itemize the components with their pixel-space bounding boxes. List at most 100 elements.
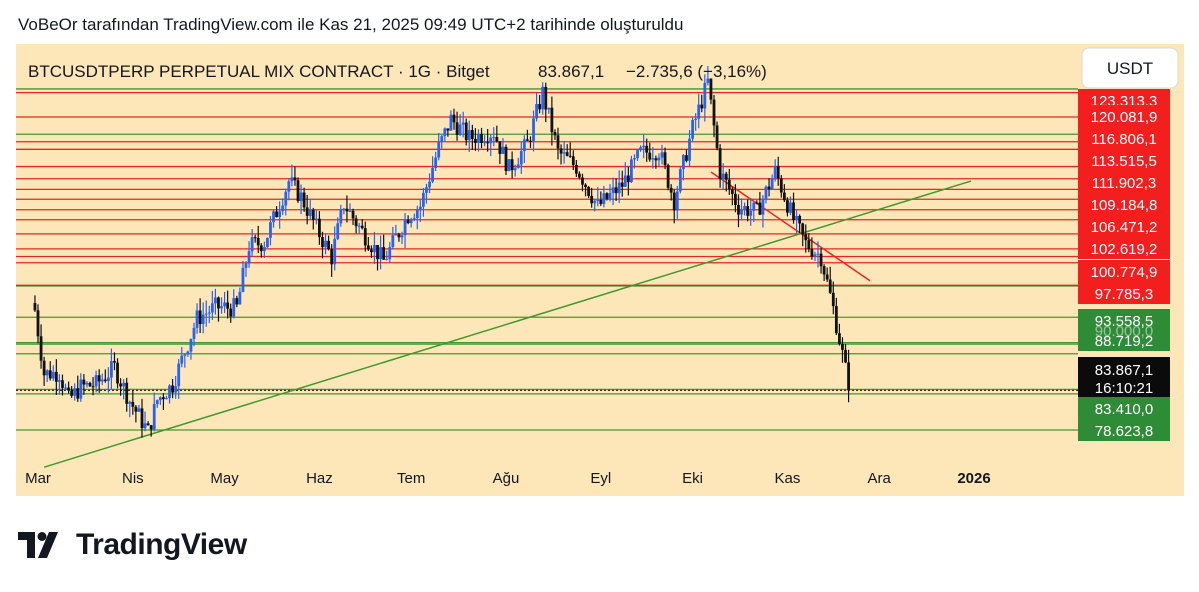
- candle-body: [749, 210, 753, 216]
- tradingview-wordmark: TradingView: [76, 528, 247, 561]
- candle-body: [630, 159, 633, 183]
- red-level-label: 116.806,1: [1091, 131, 1157, 148]
- candle-body: [177, 363, 181, 387]
- candle-body: [186, 351, 190, 355]
- candle-body: [651, 158, 655, 160]
- candles: [33, 66, 850, 438]
- candle-body: [792, 202, 795, 221]
- green-level-label-bg: [1078, 309, 1170, 331]
- candle-body: [697, 104, 701, 119]
- candle-body: [712, 99, 716, 126]
- candle-body: [64, 387, 67, 389]
- price-scale: 123.313,3120.081,9116.806,1113.515,5111.…: [1078, 89, 1170, 441]
- candle-body: [171, 385, 174, 393]
- time-axis: Mar Nis May Haz Tem Ağu Eyl Eki Kas Ara 2026: [25, 470, 991, 487]
- red-level-label-bg: [1078, 237, 1170, 259]
- candle-body: [529, 140, 532, 142]
- candle-body: [718, 148, 722, 180]
- candle-body: [70, 390, 74, 396]
- candle-body: [645, 145, 649, 153]
- candle-body: [669, 187, 673, 193]
- red-level-label-bg: [1078, 105, 1170, 127]
- candle-body: [428, 181, 431, 188]
- green-level-label: 88.719,2: [1095, 333, 1153, 350]
- candle-body: [801, 223, 805, 235]
- candle-body: [152, 404, 156, 430]
- red-level-label: 102.619,2: [1091, 241, 1158, 258]
- last-price-header: 83.867,1: [538, 62, 604, 81]
- candle-body: [605, 193, 609, 199]
- candle-body: [244, 263, 248, 268]
- candle-body: [761, 198, 765, 215]
- candle-body: [810, 249, 814, 257]
- candle-body: [220, 306, 223, 309]
- candle-body: [507, 159, 511, 172]
- candle-body: [727, 179, 731, 190]
- candle-body: [290, 177, 294, 182]
- candle-body: [703, 82, 707, 109]
- candle-body: [608, 193, 612, 199]
- tradingview-logo-icon: [18, 532, 58, 558]
- candle-body: [743, 206, 746, 210]
- candlestick-chart[interactable]: 123.313,3120.081,9116.806,1113.515,5111.…: [16, 44, 1184, 496]
- candle-body: [819, 253, 823, 267]
- red-level-label-bg: [1078, 193, 1170, 215]
- candle-body: [449, 114, 453, 131]
- candle-body: [636, 150, 639, 159]
- candle-body: [235, 298, 239, 305]
- candle-body: [412, 218, 416, 220]
- candle-body: [501, 146, 505, 154]
- candle-body: [351, 210, 355, 219]
- candle-body: [388, 246, 392, 260]
- candle-body: [180, 355, 184, 364]
- currency-button[interactable]: USDT: [1081, 47, 1179, 89]
- candle-body: [357, 225, 361, 227]
- candle-body: [461, 122, 465, 125]
- candle-body: [544, 86, 548, 110]
- green-level-label-bg: [1078, 419, 1170, 441]
- candle-body: [786, 200, 789, 213]
- candle-body: [672, 192, 676, 211]
- chart-area[interactable]: 123.313,3 120.081,9 116.806,1 113.515,5 111.…: [16, 44, 1184, 496]
- candle-body: [746, 206, 750, 216]
- candle-body: [467, 130, 471, 141]
- candle-body: [486, 142, 490, 144]
- green-trendline: [43, 180, 972, 468]
- candle-body: [342, 208, 346, 210]
- green-level-label-bg: [1078, 329, 1170, 351]
- candle-body: [464, 122, 468, 141]
- tradingview-logo[interactable]: TradingView: [18, 528, 247, 562]
- candle-body: [789, 202, 792, 213]
- candle-body: [168, 385, 171, 399]
- change-header: −2.735,6 (−3,16%): [626, 62, 767, 81]
- candle-body: [100, 379, 104, 382]
- candle-body: [143, 423, 147, 429]
- candle-body: [584, 184, 587, 187]
- green-level-label-hidden: 90.000,0: [1095, 323, 1153, 340]
- candle-body: [238, 291, 242, 305]
- last-price-label: 83.867,1: [1095, 362, 1153, 379]
- candle-body: [314, 218, 318, 220]
- candle-body: [266, 237, 269, 248]
- red-level-label: 97.785,3: [1095, 286, 1153, 303]
- candle-body: [51, 371, 55, 379]
- red-level-label-bg: [1078, 215, 1170, 237]
- candle-body: [336, 223, 340, 239]
- red-level-label-bg: [1078, 171, 1170, 193]
- candle-body: [321, 237, 324, 248]
- candle-body: [302, 192, 306, 208]
- candle-body: [256, 237, 260, 246]
- candle-body: [379, 247, 382, 260]
- candle-body: [455, 122, 459, 135]
- x-tick-label: 2026: [957, 470, 990, 487]
- candle-body: [685, 155, 688, 161]
- candle-body: [782, 192, 786, 201]
- candle-body: [626, 175, 630, 183]
- candle-body: [262, 247, 266, 252]
- candle-body: [113, 361, 116, 363]
- chart-background: [16, 44, 1184, 496]
- candle-body: [538, 104, 542, 110]
- currency-button-label[interactable]: USDT: [1107, 59, 1153, 78]
- candle-body: [550, 107, 554, 133]
- green-level-label: 83.410,0: [1095, 401, 1153, 418]
